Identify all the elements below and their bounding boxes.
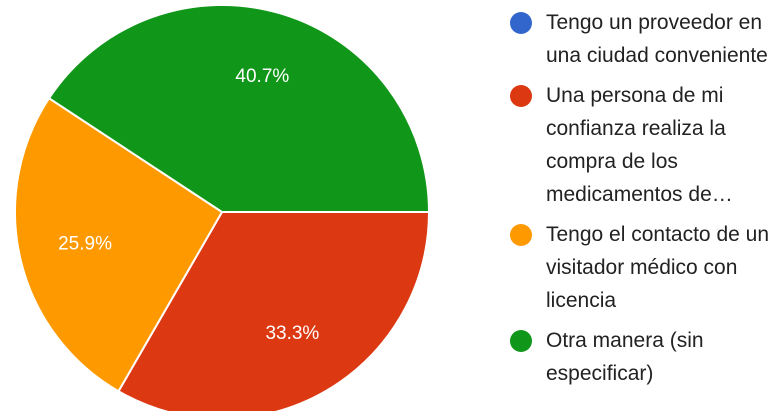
pie-slice [14, 96, 224, 393]
legend-entry: Tengo el contacto de un visitador médico… [510, 218, 772, 317]
legend-marker [510, 85, 532, 107]
legend-marker [510, 12, 532, 34]
legend-entry: Tengo un proveedor en una ciudad conveni… [510, 6, 772, 72]
legend-label: Tengo un proveedor en una ciudad conveni… [546, 11, 768, 67]
pie-slice [117, 211, 431, 411]
legend-label: Tengo el contacto de un visitador médico… [546, 223, 770, 312]
legend-entry: Una persona de mi confianza realiza la c… [510, 79, 772, 211]
legend-label: Otra manera (sin especificar) [546, 329, 704, 385]
pie-slice [47, 4, 431, 213]
legend-marker [510, 224, 532, 246]
slice-label: 33.3% [265, 323, 319, 344]
slice-label: 25.9% [58, 233, 112, 254]
slice-label: 40.7% [235, 66, 289, 87]
legend-entry: Otra manera (sin especificar) [510, 324, 772, 390]
legend-label: Una persona de mi confianza realiza la c… [546, 84, 733, 206]
legend: Tengo un proveedor en una ciudad conveni… [510, 6, 772, 397]
legend-marker [510, 330, 532, 352]
